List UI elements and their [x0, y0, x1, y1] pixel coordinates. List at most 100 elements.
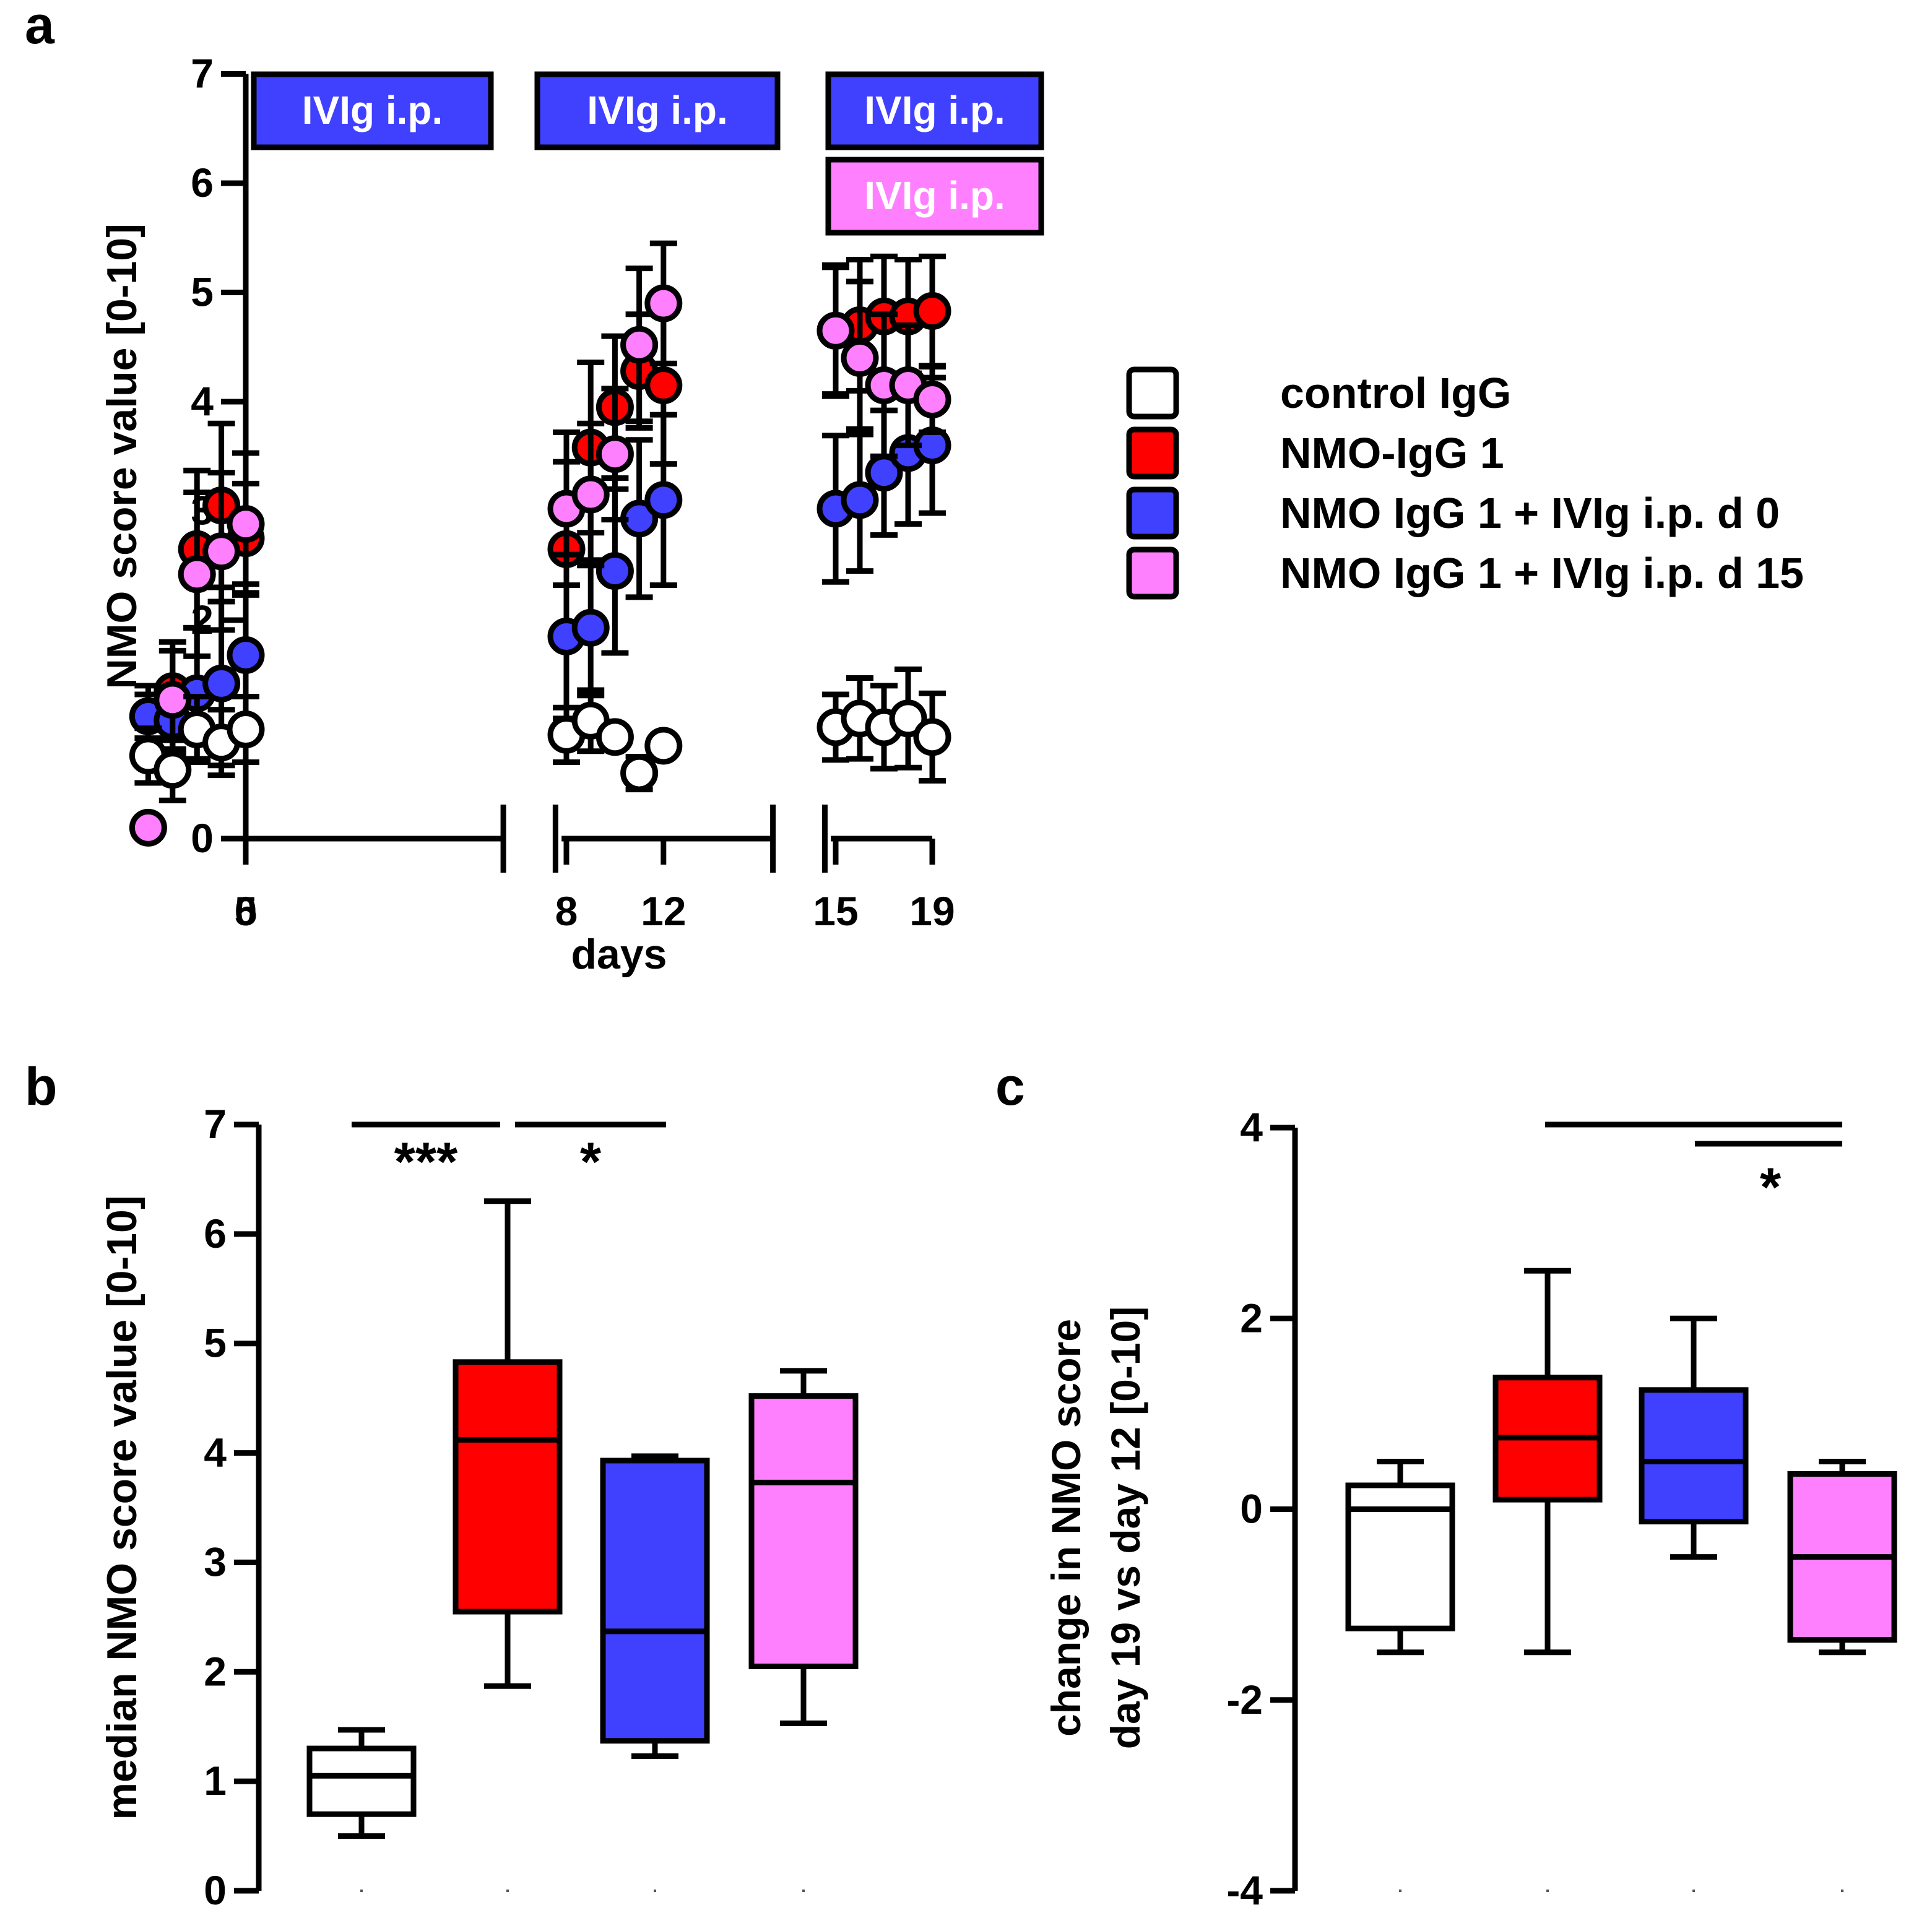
- x-position-dot: [506, 1890, 509, 1892]
- legend-label: NMO-IgG 1: [1280, 429, 1504, 477]
- treatment-banner: IVIg i.p.: [251, 71, 494, 150]
- data-point: [596, 435, 634, 473]
- treatment-banner-box: [534, 71, 781, 150]
- data-point: [620, 754, 659, 792]
- significance-marker: *: [515, 1121, 666, 1192]
- y-axis-label: day 19 vs day 12 [0-10]: [1102, 1307, 1148, 1749]
- data-point: [913, 718, 951, 756]
- panel-c-letter: c: [995, 1057, 1025, 1117]
- data-point: [227, 505, 265, 543]
- x-position-dot: [1546, 1890, 1549, 1892]
- legend-swatch: [1126, 426, 1179, 480]
- data-point: [620, 326, 659, 364]
- legend: control IgG NMO-IgG 1 NMO IgG 1 + IVIg i.p…: [1126, 366, 1804, 600]
- box-iqr: [306, 1745, 417, 1817]
- legend-item: NMO IgG 1 + IVIg i.p. d 15: [1126, 546, 1804, 600]
- box-iqr: [748, 1393, 859, 1669]
- y-tick-label: 2: [1240, 1295, 1263, 1341]
- box-iqr: [600, 1458, 710, 1744]
- legend-swatch: [1126, 366, 1179, 420]
- data-point: [227, 636, 265, 674]
- data-point: [841, 339, 879, 377]
- x-tick-label: 12: [641, 888, 686, 934]
- panel-b-letter: b: [25, 1057, 58, 1117]
- box-control-igg: [306, 1727, 417, 1892]
- x-tick-label: 15: [813, 888, 858, 934]
- legend-item: NMO IgG 1 + IVIg i.p. d 0: [1126, 486, 1780, 540]
- y-tick-label: 1: [204, 1758, 227, 1804]
- x-tick-label: 5: [235, 888, 258, 934]
- y-tick-label: 6: [191, 160, 214, 205]
- y-tick-label: 7: [191, 51, 214, 97]
- data-point: [202, 664, 241, 702]
- data-point: [644, 727, 683, 765]
- legend-item: control IgG: [1126, 366, 1511, 420]
- panel-a-letter: a: [25, 0, 55, 55]
- y-tick-label: 4: [204, 1430, 227, 1475]
- y-tick-label: 4: [1240, 1104, 1263, 1150]
- data-point: [596, 552, 634, 590]
- treatment-banner-box: [825, 157, 1044, 236]
- x-tick-label: 0: [235, 888, 258, 934]
- treatment-banner: IVIg i.p.: [534, 71, 781, 150]
- significance-label: ***: [394, 1131, 458, 1192]
- y-tick-label: 7: [204, 1101, 227, 1147]
- y-tick-label: -4: [1226, 1867, 1263, 1913]
- x-position-dot: [654, 1890, 656, 1892]
- series-control-igg: [129, 666, 951, 803]
- legend-label: NMO IgG 1 + IVIg i.p. d 0: [1280, 489, 1780, 537]
- data-point: [889, 699, 927, 738]
- x-position-dot: [1841, 1890, 1843, 1892]
- data-point: [644, 284, 683, 322]
- series-nmo-igg-1-ivig-i-p-d-15: [129, 240, 951, 847]
- panel-c-box-plot: -4 -2 0 2 4 change in NMO score day 19 vs day …: [1043, 1104, 1897, 1913]
- y-tick-label: 0: [204, 1867, 227, 1913]
- x-position-dot: [360, 1890, 363, 1892]
- x-tick-label: 8: [555, 888, 578, 934]
- data-point: [202, 532, 241, 571]
- treatment-banner-label: IVIg i.p.: [864, 173, 1005, 218]
- box-nmo-igg-1-ivig-i-p-d-15: [1787, 1458, 1897, 1892]
- treatment-banner-box: [251, 71, 494, 150]
- significance-marker: *: [1695, 1141, 1842, 1217]
- significance-marker: ***: [352, 1121, 500, 1192]
- box-nmo-igg-1-ivig-i-p-d-0: [1639, 1315, 1749, 1892]
- y-tick-label: 2: [204, 1648, 227, 1694]
- legend-label: control IgG: [1280, 369, 1511, 417]
- treatment-banner-label: IVIg i.p.: [864, 88, 1005, 132]
- y-tick-label: -2: [1226, 1677, 1263, 1722]
- data-point: [644, 481, 683, 519]
- box-nmo-igg-1: [453, 1198, 563, 1892]
- x-position-dot: [1399, 1890, 1401, 1892]
- legend-item: NMO-IgG 1: [1126, 426, 1504, 480]
- box-nmo-igg-1-ivig-i-p-d-15: [748, 1368, 859, 1892]
- data-point: [571, 475, 610, 514]
- treatment-banner: IVIg i.p.: [825, 157, 1044, 236]
- treatment-banner-box: [825, 71, 1044, 150]
- data-point: [154, 751, 192, 789]
- y-tick-label: 0: [191, 815, 214, 861]
- y-tick-label: 0: [1240, 1486, 1263, 1532]
- data-point: [913, 380, 951, 418]
- y-axis-label: NMO score value [0-10]: [98, 223, 145, 689]
- y-tick-label: 5: [191, 269, 214, 315]
- x-tick-label: 19: [909, 888, 955, 934]
- treatment-banner-label: IVIg i.p.: [302, 88, 443, 132]
- box-nmo-igg-1: [1492, 1268, 1603, 1892]
- significance-label: *: [1760, 1156, 1782, 1217]
- box-nmo-igg-1-ivig-i-p-d-0: [600, 1453, 710, 1892]
- series-nmo-igg-1-ivig-i-p-d-0: [129, 374, 951, 769]
- box-control-igg: [1345, 1458, 1455, 1892]
- data-point: [841, 481, 879, 519]
- y-tick-label: 6: [204, 1211, 227, 1256]
- data-point: [227, 711, 265, 748]
- y-axis-label: median NMO score value [0-10]: [98, 1195, 145, 1820]
- data-point: [154, 681, 192, 719]
- x-axis-label: days: [571, 931, 667, 978]
- legend-label: NMO IgG 1 + IVIg i.p. d 15: [1280, 549, 1804, 597]
- significance-label: *: [580, 1131, 602, 1192]
- data-point: [596, 718, 634, 756]
- legend-swatch: [1126, 486, 1179, 540]
